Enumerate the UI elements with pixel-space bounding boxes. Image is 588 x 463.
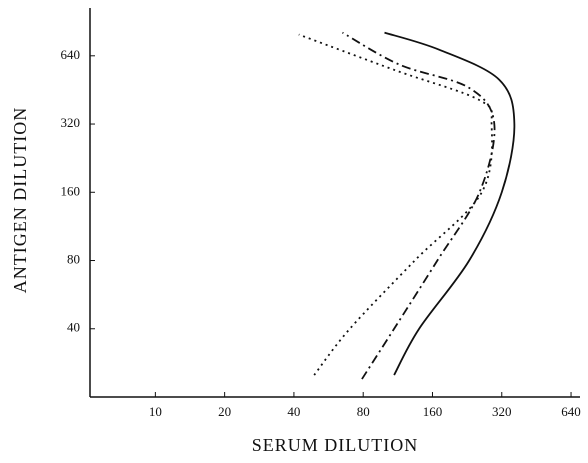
x-tick-label: 160 <box>423 404 443 419</box>
y-axis-label: ANTIGEN DILUTION <box>10 107 30 293</box>
curve <box>298 33 493 376</box>
x-axis-label: SERUM DILUTION <box>252 435 419 455</box>
x-tick-label: 640 <box>561 404 581 419</box>
y-tick-label: 640 <box>61 47 81 62</box>
x-tick-label: 320 <box>492 404 512 419</box>
x-tick-label: 80 <box>357 404 370 419</box>
y-tick-label: 320 <box>61 115 81 130</box>
curve <box>384 31 516 376</box>
y-tick-label: 160 <box>61 183 81 198</box>
x-tick-label: 40 <box>287 404 300 419</box>
x-tick-label: 20 <box>218 404 231 419</box>
y-tick-label: 40 <box>67 320 80 335</box>
y-tick-label: 80 <box>67 252 80 267</box>
curve <box>342 31 496 380</box>
x-tick-label: 10 <box>149 404 162 419</box>
